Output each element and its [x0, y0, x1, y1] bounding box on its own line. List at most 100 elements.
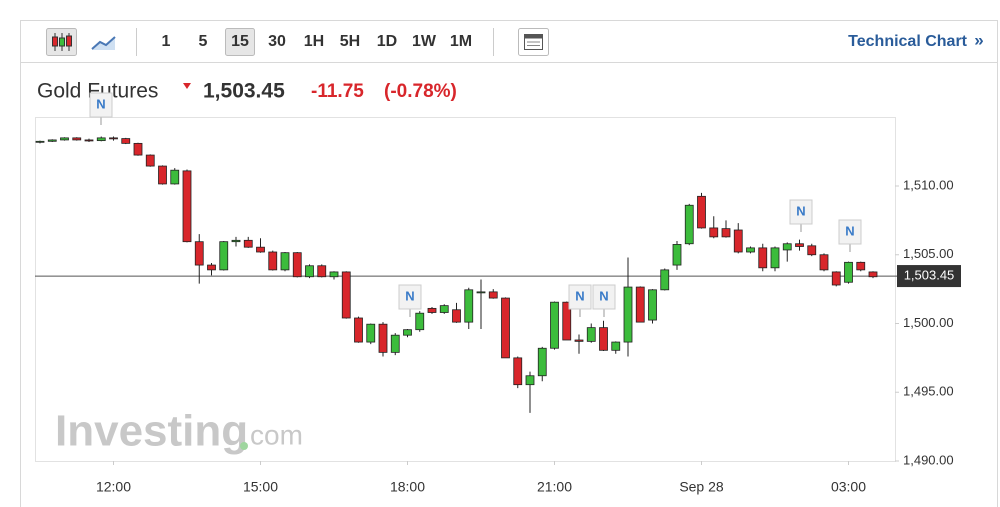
candle-body	[243, 239, 253, 248]
candle-body	[341, 271, 351, 319]
news-marker-label[interactable]: N	[845, 223, 854, 238]
candle-body	[574, 339, 584, 342]
candle-body	[182, 170, 192, 243]
x-tick-label: Sep 28	[679, 479, 724, 495]
candle-body	[194, 241, 204, 266]
candle-body	[354, 317, 363, 343]
news-marker[interactable]	[838, 219, 862, 245]
candle-body	[819, 254, 829, 271]
candle-body	[84, 139, 94, 142]
candle-body	[868, 271, 878, 278]
candle-body	[537, 347, 547, 377]
down-arrow	[183, 83, 191, 89]
candle-body	[599, 327, 608, 351]
candle-icon-button[interactable]	[46, 28, 77, 56]
x-tick-label: 03:00	[831, 479, 866, 495]
price-change: -11.75	[311, 81, 364, 102]
instrument-name: Gold Futures	[37, 80, 158, 103]
interval-button[interactable]: 5	[199, 33, 208, 50]
candle-body	[684, 204, 694, 245]
x-tick-label: 15:00	[243, 479, 278, 495]
candle-body	[758, 247, 768, 269]
candle-body	[807, 245, 817, 256]
news-marker[interactable]	[398, 284, 422, 310]
candle-body	[145, 154, 155, 167]
link-arrow[interactable]: »	[974, 30, 983, 49]
candle-body	[292, 252, 302, 278]
candle-body	[672, 244, 682, 266]
candle-body	[795, 243, 804, 247]
interval-button[interactable]: 5H	[340, 33, 360, 50]
plot-area	[35, 117, 896, 462]
candle-body	[635, 286, 645, 323]
interval-button[interactable]: 1	[162, 33, 171, 50]
news-marker[interactable]	[89, 92, 113, 118]
candle-body	[133, 142, 143, 156]
candle-body	[856, 261, 866, 271]
candle-body	[47, 139, 57, 142]
candle-body	[121, 138, 131, 144]
candle-body	[770, 247, 780, 269]
candle-body	[586, 327, 596, 342]
candle-body	[329, 271, 339, 278]
y-tick-label: 1,490.00	[903, 452, 954, 467]
candle-body	[305, 265, 314, 278]
candle-body	[317, 265, 327, 278]
news-marker-label[interactable]: N	[405, 288, 414, 303]
candle-body	[660, 269, 670, 291]
plot: 1,490.00 1,495.00 1,500.00 1,505.00 1,510.00…	[35, 92, 961, 495]
candle-body	[231, 239, 241, 243]
watermark-dot	[240, 442, 248, 450]
watermark: Investing	[55, 407, 248, 456]
news-marker[interactable]	[592, 284, 616, 310]
x-tick-label: 21:00	[537, 479, 572, 495]
candle-body	[256, 246, 265, 253]
interval-button[interactable]: 15	[231, 33, 249, 50]
candle-body	[207, 264, 216, 271]
x-tick-label: 12:00	[96, 479, 131, 495]
area-icon-button[interactable]	[91, 36, 116, 50]
news-marker[interactable]	[789, 199, 813, 225]
news-marker-label[interactable]: N	[599, 288, 608, 303]
candle-body	[488, 291, 498, 299]
candle-body	[366, 323, 376, 343]
news-marker-label[interactable]: N	[96, 96, 105, 111]
candle-body	[476, 291, 486, 294]
candle-body	[415, 312, 425, 331]
candle-body	[501, 297, 510, 359]
interval-button[interactable]: 30	[268, 33, 286, 50]
interval-button[interactable]: 1W	[412, 33, 437, 50]
news-marker-label[interactable]: N	[796, 203, 805, 218]
candle-body	[170, 169, 180, 185]
candle-body	[562, 301, 572, 341]
candle-body	[268, 251, 278, 271]
candle-body	[96, 137, 106, 142]
candle-body	[158, 165, 167, 185]
candle-body	[611, 341, 621, 351]
frame	[20, 20, 998, 507]
last-price: 1,503.45	[203, 80, 285, 103]
price-change-percent: (-0.78%)	[384, 81, 457, 102]
candle-body	[378, 323, 388, 353]
candle-body	[452, 309, 461, 323]
interval-button[interactable]: 1H	[304, 33, 324, 50]
technical-chart-link[interactable]: Technical Chart	[848, 33, 968, 50]
interval-buttons: 1 5 15 30 1H 5H 1D 1W 1M	[162, 28, 472, 56]
candle-body	[721, 228, 731, 238]
watermark-suffix: com	[250, 419, 303, 450]
x-tick-label: 18:00	[390, 479, 425, 495]
candle-body	[733, 229, 743, 253]
interval-button[interactable]: 1M	[450, 33, 472, 50]
candle-body	[550, 301, 559, 349]
candle-body	[109, 137, 118, 140]
interval-button[interactable]: 1D	[377, 33, 397, 50]
candle-body	[782, 243, 792, 251]
candle-body	[72, 137, 82, 141]
news-marker-label[interactable]: N	[575, 288, 584, 303]
news-marker[interactable]	[568, 284, 592, 310]
candle-body	[390, 334, 400, 353]
y-tick-label: 1,505.00	[903, 246, 954, 261]
calendar-icon-button[interactable]	[518, 28, 549, 56]
candle-body	[427, 307, 437, 313]
